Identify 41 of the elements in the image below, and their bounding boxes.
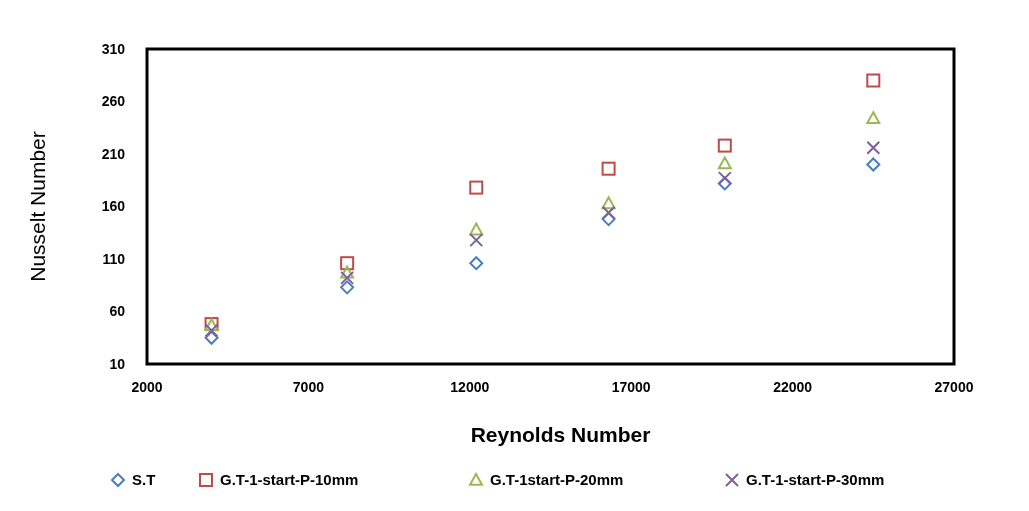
point xyxy=(469,180,484,195)
point xyxy=(204,323,219,338)
point xyxy=(717,138,732,153)
point xyxy=(601,212,616,227)
point xyxy=(866,140,881,155)
point xyxy=(601,205,616,220)
x-tick-label: 2000 xyxy=(131,379,163,395)
point xyxy=(469,233,484,248)
y-tick-label: 210 xyxy=(101,145,126,162)
point xyxy=(469,256,484,271)
point xyxy=(717,176,732,191)
legend-label: S.T xyxy=(132,471,156,489)
y-tick-label: 160 xyxy=(101,198,126,215)
point xyxy=(601,196,616,210)
point xyxy=(340,270,355,285)
x-axis-title: Reynolds Number xyxy=(470,423,651,446)
point xyxy=(717,171,732,186)
point xyxy=(866,73,881,88)
point xyxy=(469,222,484,236)
y-tick-label: 110 xyxy=(102,250,126,267)
x-tick-label: 7000 xyxy=(292,379,325,395)
x-tick-label: 27000 xyxy=(934,379,974,395)
point xyxy=(340,256,355,271)
point xyxy=(340,280,355,295)
point xyxy=(204,330,219,345)
point xyxy=(601,161,616,176)
y-axis-title: Nusselt Number xyxy=(26,131,49,282)
x-tick-label: 17000 xyxy=(611,379,651,395)
legend-label: G.T-1-start-P-30mm xyxy=(746,471,885,489)
x-tick-label: 12000 xyxy=(450,379,490,395)
y-tick-label: 310 xyxy=(101,40,126,57)
y-tick-label: 60 xyxy=(109,303,126,320)
point xyxy=(866,111,881,125)
y-tick-label: 10 xyxy=(109,355,126,372)
point xyxy=(717,156,732,170)
y-tick-label: 260 xyxy=(101,93,126,110)
legend-label: G.T-1-start-P-10mm xyxy=(220,471,359,489)
x-tick-label: 22000 xyxy=(773,379,813,395)
legend-label: G.T-1start-P-20mm xyxy=(490,471,624,489)
point xyxy=(340,265,355,279)
point xyxy=(866,157,881,172)
